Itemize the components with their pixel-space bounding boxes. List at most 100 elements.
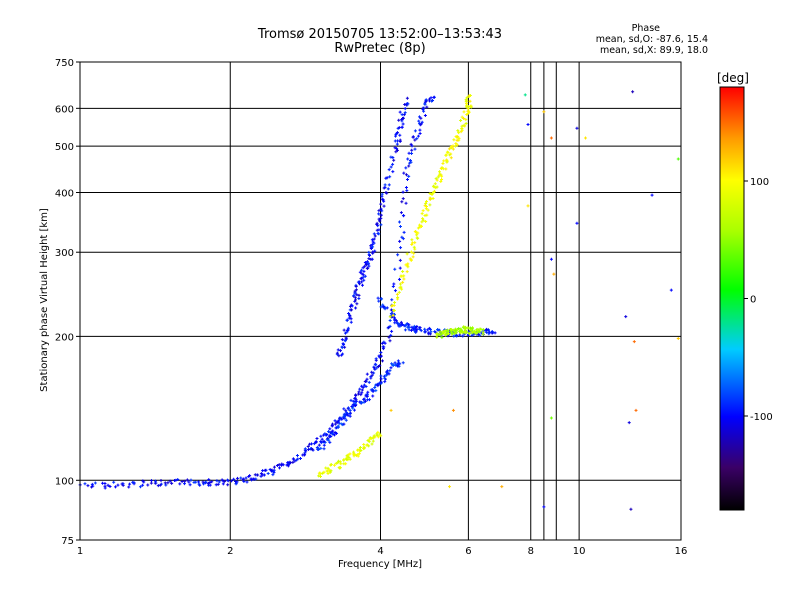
data-point: [444, 167, 448, 171]
data-point: [307, 447, 311, 451]
data-point: [412, 245, 416, 249]
data-point: [303, 453, 307, 457]
data-point: [393, 317, 397, 321]
data-point: [327, 430, 331, 434]
data-point: [108, 485, 112, 489]
data-point: [424, 199, 428, 203]
data-point: [397, 290, 401, 294]
data-point: [234, 482, 238, 486]
data-point: [410, 243, 414, 247]
data-point: [463, 326, 467, 330]
data-point: [464, 330, 468, 334]
data-point: [339, 349, 343, 353]
data-point: [426, 328, 430, 332]
data-point: [440, 177, 444, 181]
data-point: [473, 330, 477, 334]
data-point: [676, 157, 680, 161]
data-point: [315, 437, 319, 441]
data-point: [398, 133, 402, 137]
data-point: [202, 482, 206, 486]
data-point: [398, 282, 402, 286]
y-tick-label: 300: [55, 248, 74, 259]
data-point: [406, 262, 410, 266]
data-point: [381, 359, 385, 363]
data-point: [404, 201, 408, 205]
data-point: [232, 477, 236, 481]
data-point: [383, 183, 387, 187]
data-point: [400, 118, 404, 122]
data-point: [463, 124, 467, 128]
data-point: [324, 433, 328, 437]
data-point: [384, 176, 388, 180]
data-point: [235, 476, 239, 480]
data-point: [127, 485, 131, 489]
data-point: [575, 126, 579, 130]
data-point: [370, 238, 374, 242]
data-point: [552, 272, 556, 276]
data-point: [340, 417, 344, 421]
data-point: [404, 186, 408, 190]
data-point: [400, 287, 404, 291]
data-point: [210, 480, 214, 484]
data-point: [500, 485, 504, 489]
data-point: [353, 396, 357, 400]
data-point: [334, 426, 338, 430]
data-point: [418, 128, 422, 132]
data-point: [462, 110, 466, 114]
data-point: [357, 293, 361, 297]
data-point: [346, 413, 350, 417]
data-point: [361, 273, 365, 277]
data-point: [269, 469, 273, 473]
data-point: [328, 427, 332, 431]
data-point: [388, 324, 392, 328]
data-point: [344, 409, 348, 413]
data-point: [333, 433, 337, 437]
data-point: [93, 481, 97, 485]
data-point: [350, 304, 354, 308]
data-point: [374, 358, 378, 362]
data-point: [393, 301, 397, 305]
data-point: [399, 246, 403, 250]
data-point: [149, 481, 153, 485]
data-point: [401, 361, 405, 365]
data-point: [632, 340, 636, 344]
data-point: [339, 462, 343, 466]
data-point: [438, 170, 442, 174]
data-point: [490, 331, 494, 335]
data-point: [457, 131, 461, 135]
data-point: [343, 339, 347, 343]
data-point: [451, 144, 455, 148]
chart-subtitle: RwPretec (8p): [334, 41, 426, 56]
chart-title: Tromsø 20150705 13:52:00–13:53:43: [257, 27, 503, 42]
data-point: [395, 292, 399, 296]
data-point: [319, 434, 323, 438]
data-point: [405, 270, 409, 274]
data-point: [337, 354, 341, 358]
data-point: [676, 336, 680, 340]
data-point: [206, 481, 210, 485]
data-point: [549, 257, 553, 261]
data-point: [342, 412, 346, 416]
x-tick-label: 4: [377, 546, 383, 557]
data-point: [409, 328, 413, 332]
data-point: [389, 165, 393, 169]
data-point: [375, 221, 379, 225]
data-point: [624, 315, 628, 319]
data-point: [447, 332, 451, 336]
data-point: [391, 162, 395, 166]
data-point: [440, 335, 444, 339]
data-point: [356, 280, 360, 284]
data-point: [330, 422, 334, 426]
data-point: [365, 377, 369, 381]
data-point: [418, 131, 422, 135]
data-point: [408, 158, 412, 162]
data-point: [388, 175, 392, 179]
data-point: [629, 507, 633, 511]
data-point: [329, 469, 333, 473]
data-point: [346, 326, 350, 330]
data-point: [389, 408, 393, 412]
data-point: [448, 485, 452, 489]
data-point: [346, 406, 350, 410]
x-tick-label: 6: [465, 546, 471, 557]
data-point: [342, 328, 346, 332]
